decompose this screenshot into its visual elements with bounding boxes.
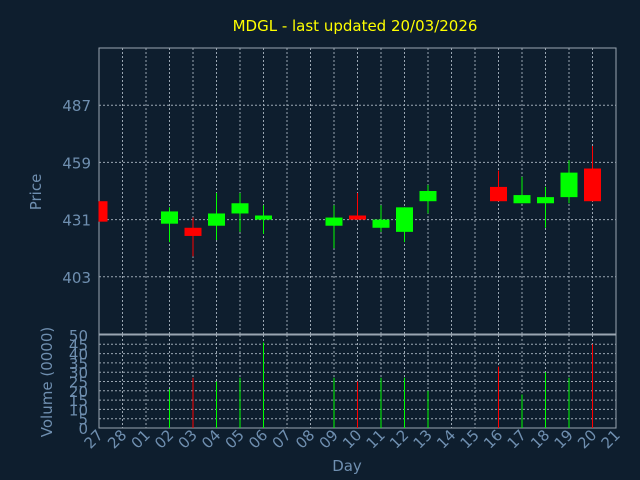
x-tick-label: 07 [269,426,295,452]
candle-body [513,195,531,204]
price-tick-label: 487 [62,97,91,115]
volume-tick-label: 20 [69,383,88,401]
price-tick-label: 459 [62,154,91,172]
x-tick-label: 13 [410,426,436,452]
volume-tick-label: 45 [69,336,88,354]
price-panel-frame [98,47,617,335]
price-tick-labels: 403 431 459 487 [62,97,91,287]
x-tick-label: 05 [222,426,248,452]
volume-tick-label: 10 [69,401,88,419]
volume-tick-label: 25 [69,374,88,392]
volume-tick-label: 50 [69,327,88,345]
x-tick-label: 14 [433,426,459,452]
x-tick-label: 20 [574,426,600,452]
candle-body [419,191,437,202]
volume-bars-layer [169,342,593,428]
candle-body [255,215,272,220]
candle-body [584,168,601,202]
candle-body [560,172,578,198]
x-tick-label: 15 [457,426,483,452]
volume-tick-label: 0 [78,420,88,438]
price-axis-label: Price [27,174,45,211]
candle-body [325,217,343,226]
candle-body [208,213,225,226]
x-tick-label: 02 [151,426,177,452]
candle-body [349,215,366,220]
x-tick-label: 03 [175,426,201,452]
x-axis-label: Day [332,457,362,475]
x-tick-label: 08 [292,426,318,452]
volume-tick-label: 30 [69,364,88,382]
candles-layer [98,146,601,257]
x-tick-label: 19 [551,426,577,452]
volume-tick-label: 35 [69,355,88,373]
candle-body [537,197,554,204]
x-tick-label: 10 [339,426,365,452]
price-tick-label: 431 [62,212,91,230]
candle-body [184,227,202,236]
x-tick-label: 16 [480,426,506,452]
x-tick-label: 01 [128,426,154,452]
volume-tick-label: 5 [78,411,88,429]
volume-tick-label: 40 [69,346,88,364]
x-tick-label: 09 [316,426,342,452]
candle-body [372,219,390,228]
candle-body [161,211,178,224]
candle-body [396,207,413,232]
candle-body [99,201,108,222]
x-tick-label: 04 [198,426,224,452]
volume-axis-label: Volume (0000) [38,327,56,437]
x-tick-label: 18 [527,426,553,452]
x-tick-label: 17 [504,426,530,452]
candle-body [490,186,507,202]
x-tick-label: 12 [386,426,412,452]
x-tick-label: 28 [104,426,130,452]
price-tick-label: 403 [62,269,91,287]
x-tick-label: 06 [245,426,271,452]
x-tick-labels: 2728010203040506070809101112131415161718… [81,426,624,452]
price-grid [99,104,616,278]
chart-title: MDGL - last updated 20/03/2026 [233,17,478,35]
x-tick-label: 11 [363,426,389,452]
x-tick-label: 21 [598,426,624,452]
candle-body [231,203,249,214]
volume-tick-label: 15 [69,392,88,410]
